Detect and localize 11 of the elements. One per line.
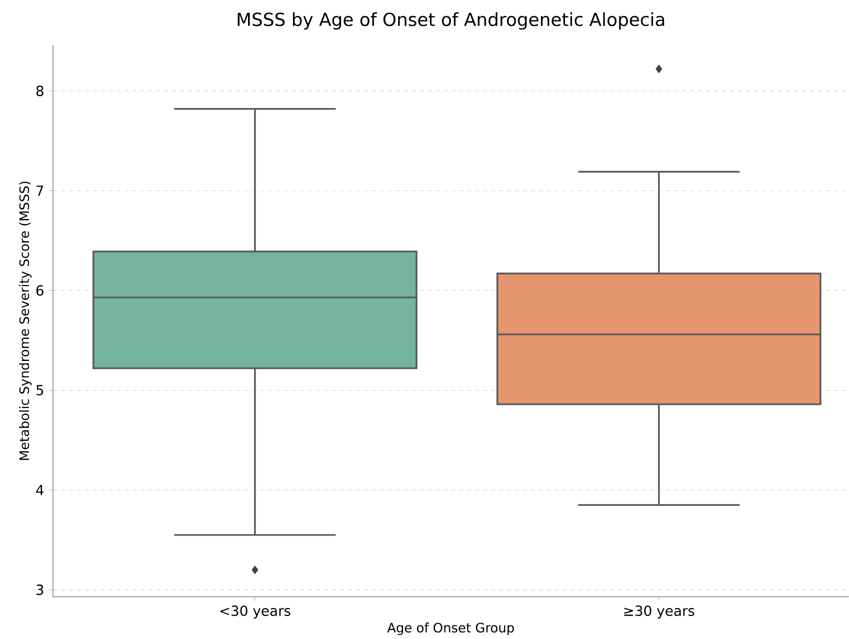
y-tick-label: 4 <box>36 484 44 495</box>
x-axis-title: Age of Onset Group <box>387 622 514 635</box>
x-tick-label: ≥30 years <box>624 605 694 618</box>
y-axis-title: Metabolic Syndrome Severity Score (MSSS) <box>19 181 32 460</box>
y-tick-label: 8 <box>36 85 44 96</box>
chart-title: MSSS by Age of Onset of Androgenetic Alopecia <box>238 12 664 30</box>
x-tick-label: <30 years <box>220 605 290 618</box>
y-tick-label: 6 <box>36 284 44 296</box>
y-tick-label: 7 <box>36 185 44 196</box>
y-tick-label: 5 <box>36 384 44 396</box>
y-tick-label: 3 <box>36 584 44 595</box>
